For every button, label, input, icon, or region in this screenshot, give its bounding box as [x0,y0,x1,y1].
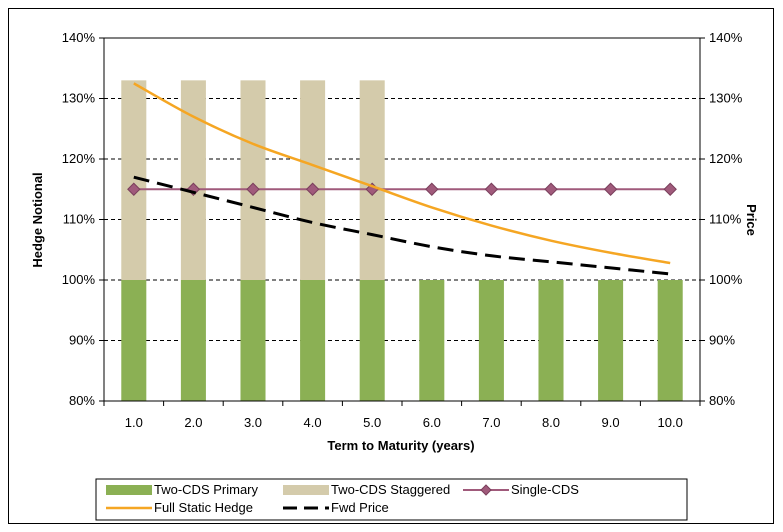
marker-single-cds [246,182,260,196]
series-line-fwd-price [133,175,671,276]
x-tick-label: 3.0 [244,415,262,430]
axes: 80% 80% 90% 90% 100% 100% 110% 110% 120% 120% 130%… [62,30,743,430]
bar-two-cds-primary [657,280,683,401]
x-tick-label: 4.0 [304,415,322,430]
bar-two-cds-staggered [359,80,385,280]
legend-label-single-cds: Single-CDS [511,482,579,497]
marker-single-cds [484,182,499,196]
y2-tick-label: 130% [709,91,743,106]
y-tick-label: 110% [63,212,96,227]
y-tick-label: 90% [69,333,95,348]
x-tick-label: 6.0 [423,415,441,430]
x-tick-label: 1.0 [125,415,143,430]
x-tick-label: 7.0 [482,415,500,430]
legend-label-fwd-price: Fwd Price [331,500,389,515]
x-tick-label: 8.0 [542,415,560,430]
marker-single-cds [127,182,141,196]
x-tick-label: 10.0 [658,415,683,430]
y2-tick-label: 140% [709,30,743,45]
y2-tick-label: 90% [709,333,735,348]
marker-single-cds [603,182,618,196]
bar-two-cds-primary [180,280,206,401]
y2-tick-label: 100% [709,272,743,287]
x-axis-label: Term to Maturity (years) [327,438,474,453]
bar-two-cds-staggered [300,80,326,280]
marker-single-cds [425,182,439,196]
legend-label-two-cds-staggered: Two-CDS Staggered [331,482,450,497]
x-tick-label: 2.0 [184,415,202,430]
x-tick-label: 9.0 [602,415,620,430]
legend-swatch-two-cds-primary [106,485,152,495]
bar-two-cds-staggered [180,80,206,280]
legend-label-full-static-hedge: Full Static Hedge [154,500,253,515]
bar-two-cds-staggered [240,80,266,280]
marker-single-cds [663,182,677,196]
y2-axis-label: Price [744,204,759,236]
y2-tick-label: 110% [709,212,742,227]
y-tick-label: 120% [62,151,96,166]
bars [121,80,683,401]
bar-two-cds-primary [121,280,147,401]
series-line-full-static-hedge [133,82,671,265]
marker-single-cds [305,182,320,196]
bar-two-cds-primary [538,280,564,401]
bar-two-cds-primary [419,280,445,401]
bar-two-cds-primary [240,280,266,401]
legend-swatch-two-cds-staggered [283,485,329,495]
legend: Two-CDS Primary Two-CDS Staggered Single-C… [95,478,688,521]
y-tick-label: 140% [62,30,96,45]
bar-two-cds-primary [359,280,385,401]
series-lines [127,82,677,276]
y-tick-label: 80% [69,393,95,408]
legend-box [95,478,688,521]
legend-marker-single-cds [480,484,492,496]
y-axis-label: Hedge Notional [30,172,45,267]
x-tick-label: 5.0 [363,415,381,430]
bar-two-cds-primary [300,280,326,401]
legend-label-two-cds-primary: Two-CDS Primary [154,482,259,497]
marker-single-cds [544,182,558,196]
y-tick-label: 130% [62,91,96,106]
bar-two-cds-primary [478,280,504,401]
y-tick-label: 100% [62,272,96,287]
y2-tick-label: 80% [709,393,735,408]
bar-two-cds-primary [598,280,624,401]
y2-tick-label: 120% [709,151,743,166]
